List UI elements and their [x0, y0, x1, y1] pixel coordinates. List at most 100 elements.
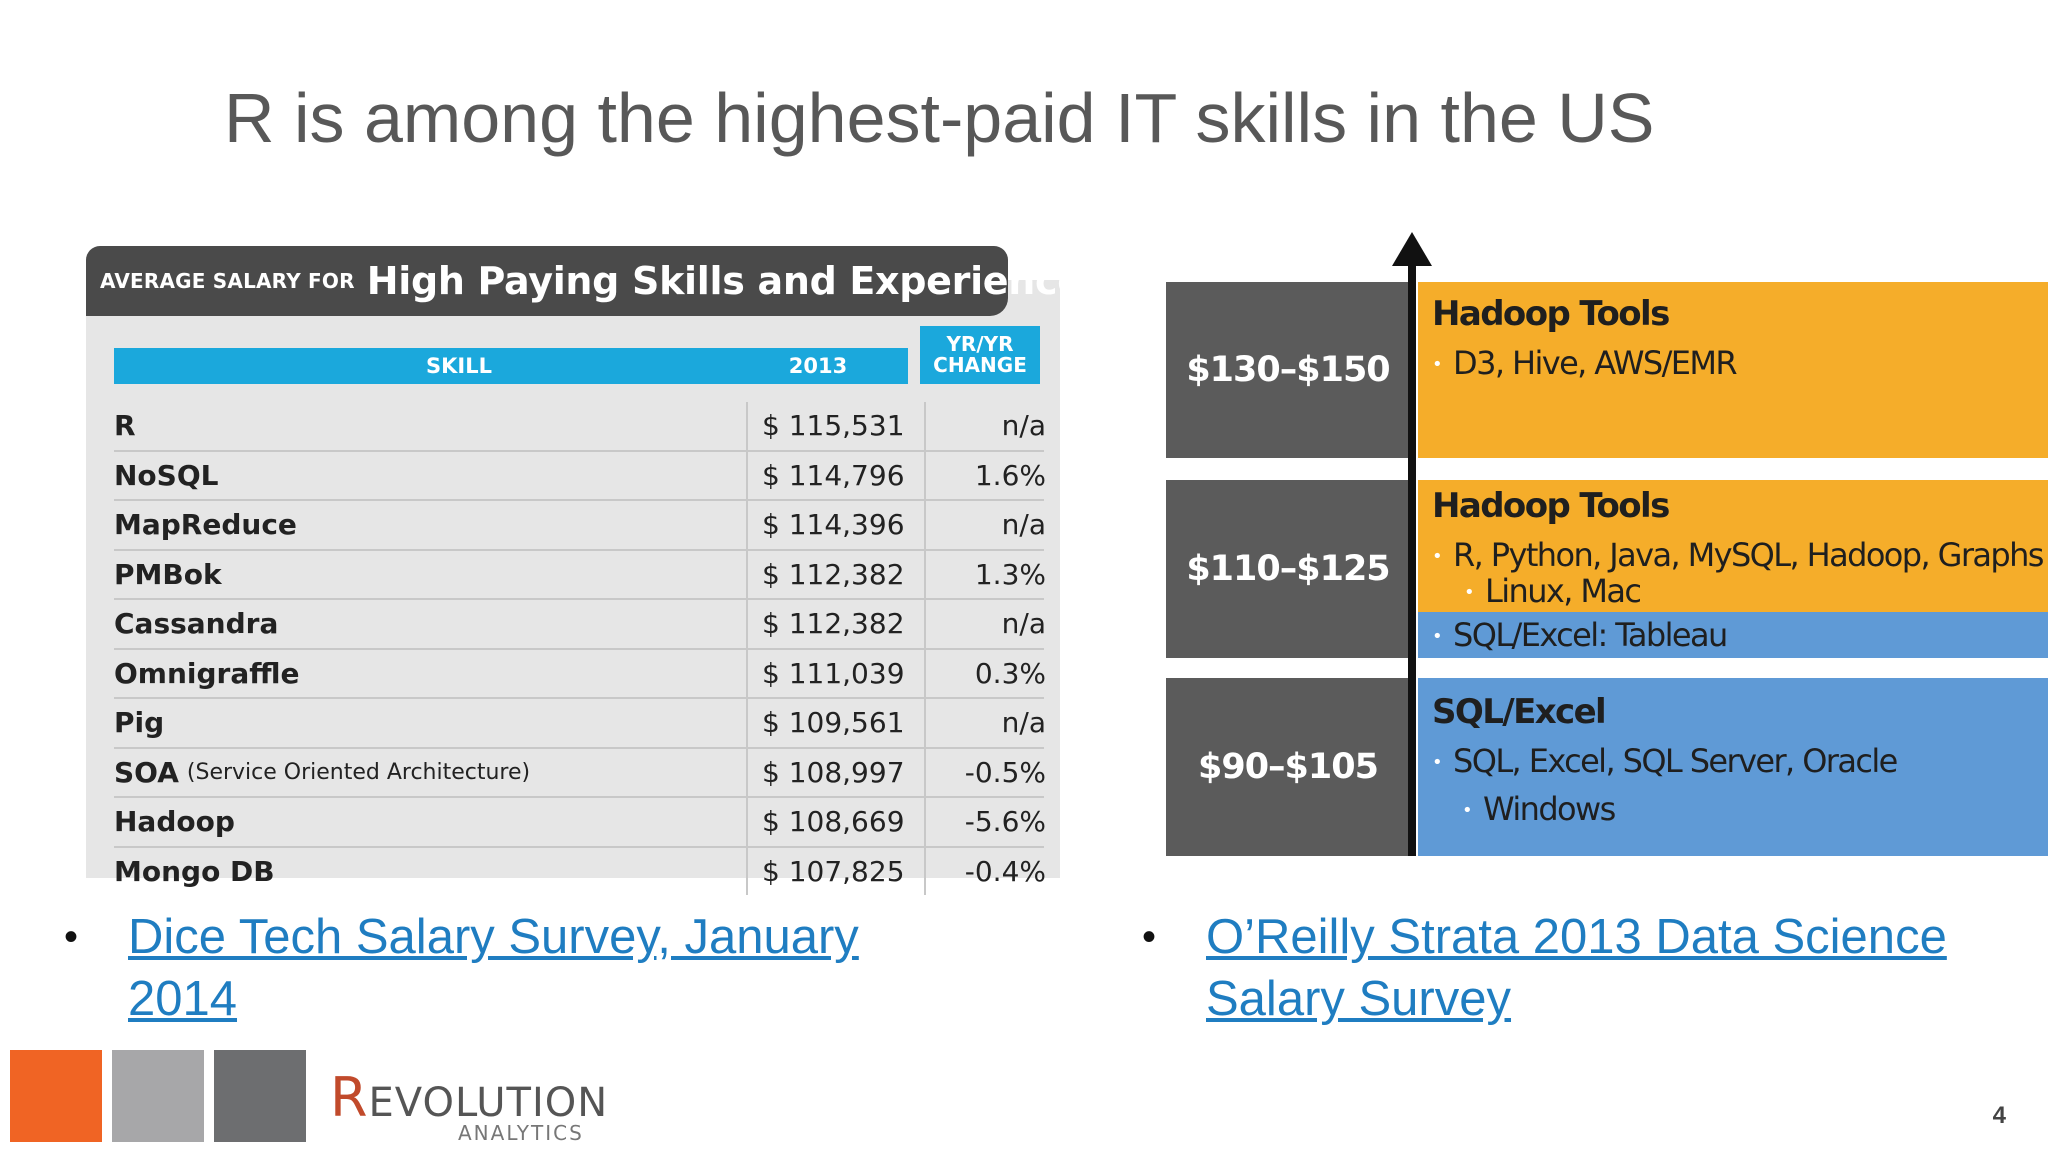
table-row: NoSQL $ 114,796 1.6% — [114, 451, 1046, 501]
skill-cell: R — [114, 402, 804, 450]
skill-cell: Cassandra — [114, 600, 804, 648]
banner-small-text: AVERAGE SALARY FOR — [100, 269, 355, 293]
band-title: Hadoop Tools — [1432, 486, 1670, 526]
change-cell: 0.3% — [924, 649, 1060, 697]
skill-name: NoSQL — [114, 458, 219, 492]
skill-cell: Hadoop — [114, 798, 804, 846]
change-header-line1: YR/YR — [946, 332, 1014, 356]
skill-note: (Service Oriented Architecture) — [186, 759, 531, 785]
logo-square-dark-gray — [214, 1050, 306, 1142]
bullet-icon: • — [1142, 915, 1157, 959]
column-header-change: YR/YR CHANGE — [920, 326, 1040, 384]
skill-name: SOA — [114, 755, 179, 789]
skill-cell: NoSQL — [114, 452, 804, 500]
band-item: • D3, Hive, AWS/EMR — [1432, 344, 1738, 382]
salary-cell: $ 114,396 — [746, 501, 924, 549]
table-row: Mongo DB $ 107,825 -0.4% — [114, 847, 1046, 896]
table-row: PMBok $ 112,382 1.3% — [114, 550, 1046, 600]
salary-band-chart: $130–$150 Hadoop Tools • D3, Hive, AWS/EM… — [1166, 232, 2048, 864]
table-banner: AVERAGE SALARY FOR High Paying Skills an… — [86, 246, 1083, 316]
salary-band: $90–$105 SQL/Excel • SQL, Excel, SQL Serv… — [1166, 678, 2048, 856]
skill-name: Hadoop — [114, 805, 235, 839]
oreilly-survey-link[interactable]: O’Reilly Strata 2013 Data Science Salary … — [1206, 910, 1947, 1026]
band-range: $110–$125 — [1166, 480, 1410, 658]
banner-title: High Paying Skills and Experience — [366, 259, 1083, 303]
skill-cell: Mongo DB — [114, 848, 804, 896]
logo-letter-r: R — [330, 1066, 369, 1129]
bullet-dot-icon: • — [1464, 582, 1475, 603]
salary-cell: $ 115,531 — [746, 402, 924, 450]
bullet-dot-icon: • — [1462, 800, 1473, 821]
skill-name: R — [114, 409, 136, 443]
column-header-skill: SKILL — [114, 348, 804, 384]
salary-table: AVERAGE SALARY FOR High Paying Skills an… — [86, 244, 1083, 895]
band-title: SQL/Excel — [1432, 692, 1607, 732]
change-cell: n/a — [924, 699, 1060, 747]
band-segment-blue — [1418, 678, 2048, 856]
band-body: SQL/Excel • SQL, Excel, SQL Server, Oracl… — [1418, 678, 2048, 856]
band-item: • R, Python, Java, MySQL, Hadoop, Graphs — [1432, 536, 2044, 574]
bullet-dot-icon: • — [1432, 354, 1443, 375]
table-row: Cassandra $ 112,382 n/a — [114, 600, 1046, 650]
dice-survey-link[interactable]: Dice Tech Salary Survey, January 2014 — [128, 910, 859, 1026]
skill-cell: Omnigraffle — [114, 650, 804, 698]
revolution-analytics-logo: REVOLUTION ANALYTICS — [330, 1066, 608, 1145]
table-row: MapReduce $ 114,396 n/a — [114, 501, 1046, 551]
band-range: $90–$105 — [1166, 678, 1410, 856]
table-rows: R $ 115,531 n/a NoSQL $ 114,796 1.6% Map… — [114, 402, 1046, 896]
bullet-dot-icon: • — [1432, 752, 1443, 773]
band-body: Hadoop Tools • D3, Hive, AWS/EMR — [1418, 282, 2048, 458]
change-cell: n/a — [924, 600, 1060, 648]
skill-name: Cassandra — [114, 607, 279, 641]
change-cell: n/a — [924, 501, 1060, 549]
salary-band: $110–$125 Hadoop Tools • R, Python, Java,… — [1166, 480, 2048, 658]
salary-cell: $ 111,039 — [746, 649, 924, 697]
band-range: $130–$150 — [1166, 282, 1410, 458]
table-row: Hadoop $ 108,669 -5.6% — [114, 798, 1046, 848]
logo-word-rest: EVOLUTION — [368, 1080, 609, 1126]
table-row: Omnigraffle $ 111,039 0.3% — [114, 649, 1046, 699]
change-cell: 1.3% — [924, 550, 1060, 598]
change-header-line2: CHANGE — [933, 353, 1027, 377]
change-cell: -0.5% — [924, 748, 1060, 796]
skill-cell: Pig — [114, 699, 804, 747]
bullet-dot-icon: • — [1432, 546, 1443, 567]
band-item: • Linux, Mac — [1464, 572, 1642, 610]
salary-axis-line — [1408, 258, 1416, 856]
skill-cell: SOA (Service Oriented Architecture) — [114, 749, 804, 797]
skill-cell: PMBok — [114, 551, 804, 599]
skill-cell: MapReduce — [114, 501, 804, 549]
change-cell: -0.4% — [924, 847, 1060, 895]
salary-cell: $ 107,825 — [746, 847, 924, 895]
slide-title: R is among the highest-paid IT skills in… — [224, 79, 1655, 157]
skill-name: MapReduce — [114, 508, 297, 542]
salary-cell: $ 112,382 — [746, 550, 924, 598]
arrow-up-icon — [1392, 232, 1432, 266]
band-item: • Windows — [1462, 790, 1616, 828]
salary-cell: $ 108,997 — [746, 748, 924, 796]
band-segment-orange — [1418, 282, 2048, 458]
band-body: Hadoop Tools • R, Python, Java, MySQL, Ha… — [1418, 480, 2048, 658]
band-item: • SQL, Excel, SQL Server, Oracle — [1432, 742, 1898, 780]
change-cell: 1.6% — [924, 451, 1060, 499]
bullet-dot-icon: • — [1432, 626, 1443, 647]
bullet-icon: • — [64, 915, 79, 959]
table-row: SOA (Service Oriented Architecture) $ 108… — [114, 748, 1046, 798]
page-number: 4 — [1992, 1102, 2006, 1129]
skill-name: Omnigraffle — [114, 656, 300, 690]
change-cell: n/a — [924, 402, 1060, 450]
logo-square-orange — [10, 1050, 102, 1142]
salary-cell: $ 109,561 — [746, 699, 924, 747]
logo-subtitle: ANALYTICS — [458, 1121, 584, 1145]
column-header-year: 2013 — [728, 348, 908, 384]
table-row: Pig $ 109,561 n/a — [114, 699, 1046, 749]
salary-cell: $ 108,669 — [746, 798, 924, 846]
change-cell: -5.6% — [924, 798, 1060, 846]
logo-square-light-gray — [112, 1050, 204, 1142]
source-left: • Dice Tech Salary Survey, January 2014 — [64, 906, 859, 1030]
source-right: • O’Reilly Strata 2013 Data Science Salar… — [1142, 906, 1947, 1030]
band-segment-orange — [1418, 480, 2048, 612]
salary-cell: $ 112,382 — [746, 600, 924, 648]
skill-name: Pig — [114, 706, 165, 740]
salary-band: $130–$150 Hadoop Tools • D3, Hive, AWS/EM… — [1166, 282, 2048, 458]
